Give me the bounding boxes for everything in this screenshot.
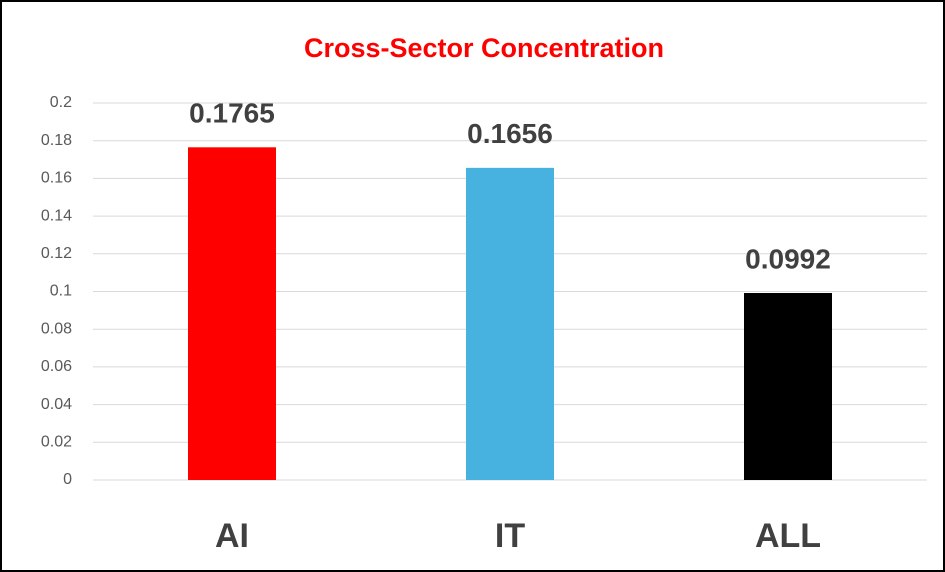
y-tick-label: 0.04: [41, 396, 72, 413]
x-tick-label: AI: [215, 517, 249, 555]
data-label: 0.1656: [467, 118, 553, 149]
chart-title: Cross-Sector Concentration: [304, 33, 664, 63]
y-tick-label: 0.02: [41, 434, 72, 451]
data-label: 0.0992: [745, 243, 831, 274]
y-tick-label: 0.06: [41, 358, 72, 375]
x-tick-label: IT: [495, 517, 525, 555]
y-tick-label: 0.1: [50, 283, 72, 300]
bar: [188, 147, 276, 481]
y-tick-label: 0.14: [41, 207, 72, 224]
y-tick-label: 0.18: [41, 132, 72, 149]
data-label: 0.1765: [189, 98, 275, 129]
y-tick-label: 0.16: [41, 170, 72, 187]
bar: [466, 167, 554, 480]
y-tick-label: 0.12: [41, 245, 72, 262]
y-tick-label: 0: [63, 471, 72, 488]
bar: [744, 293, 832, 480]
x-tick-label: ALL: [755, 517, 821, 555]
y-tick-label: 0.08: [41, 320, 72, 337]
y-tick-label: 0.2: [50, 94, 72, 111]
